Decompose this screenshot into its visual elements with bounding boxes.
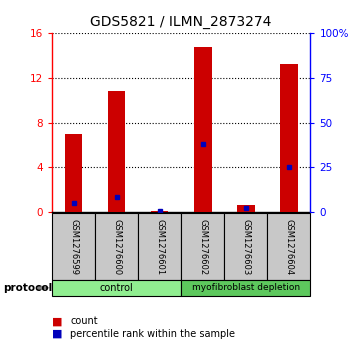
Text: GSM1276599: GSM1276599 [69,219,78,275]
Bar [237,205,255,212]
Bar [138,213,181,280]
Text: percentile rank within the sample: percentile rank within the sample [70,329,235,339]
Bar [280,64,297,212]
Text: myofibroblast depletion: myofibroblast depletion [192,283,300,292]
Bar [268,213,310,280]
Text: GSM1276603: GSM1276603 [242,219,251,275]
Text: GDS5821 / ILMN_2873274: GDS5821 / ILMN_2873274 [90,15,271,29]
Text: count: count [70,316,98,326]
Text: ■: ■ [52,316,63,326]
Bar [95,213,138,280]
Polygon shape [38,285,51,291]
Bar [108,91,126,212]
Bar [194,47,212,212]
Bar [225,213,268,280]
Text: protocol: protocol [4,283,53,293]
Bar [52,213,95,280]
Bar [65,134,82,212]
Text: ■: ■ [52,329,63,339]
Text: GSM1276604: GSM1276604 [284,219,293,275]
Bar [52,280,182,296]
Text: GSM1276602: GSM1276602 [199,219,208,275]
Bar [181,280,310,296]
Text: GSM1276601: GSM1276601 [155,219,164,275]
Bar [181,213,225,280]
Text: control: control [100,283,134,293]
Text: GSM1276600: GSM1276600 [112,219,121,275]
